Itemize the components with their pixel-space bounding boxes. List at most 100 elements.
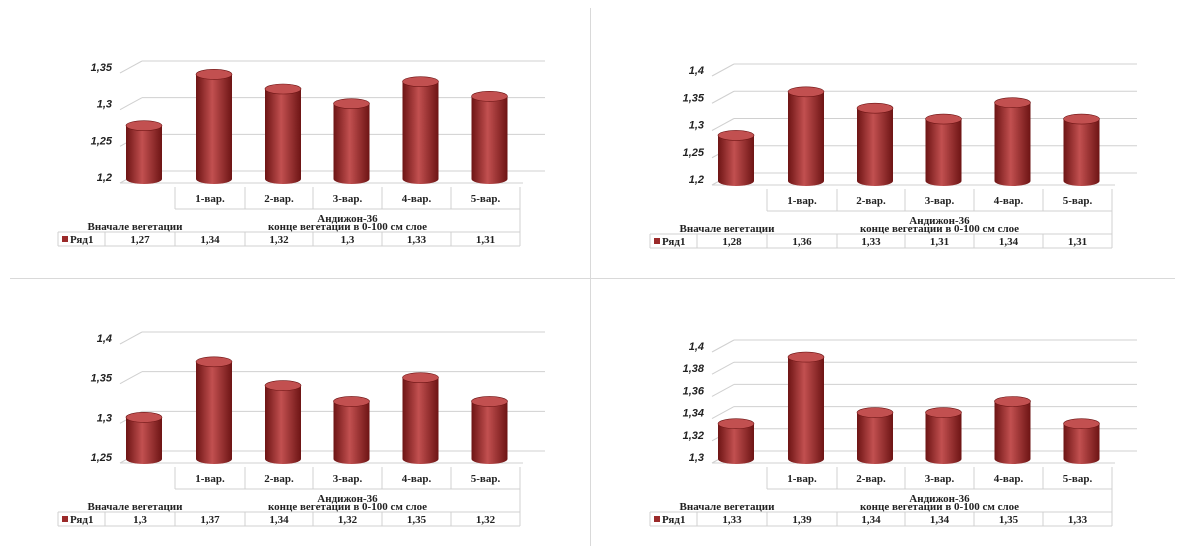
bar	[333, 401, 370, 464]
category-label: 2-вар.	[264, 473, 294, 485]
group-label-right: конце вегетации в 0-100 см слое	[268, 221, 427, 233]
chart-top-left: 1,2 1,25 1,3 1,35 1-вар. 2-вар. 3-вар. 4-вар. 5-…	[0, 0, 590, 278]
category-label: 4-вар.	[402, 473, 432, 485]
category-label: 3-вар.	[925, 473, 955, 485]
data-value-label: 1,31	[476, 234, 495, 246]
vertical-divider	[590, 8, 591, 546]
category-label: 1-вар.	[195, 473, 225, 485]
bar-top	[787, 86, 825, 98]
category-label: 2-вар.	[264, 193, 294, 205]
bar	[994, 401, 1031, 464]
data-value-label: 1,3	[133, 514, 147, 526]
y-tick-label: 1,35	[91, 62, 113, 74]
y-tick-label: 1,25	[91, 135, 113, 147]
data-value-label: 1,27	[130, 234, 150, 246]
bar	[925, 119, 962, 186]
data-value-label: 1,33	[407, 234, 427, 246]
group-label: Андижон-36	[909, 215, 970, 227]
y-tick-label: 1,35	[91, 373, 113, 385]
bar-top	[264, 380, 302, 391]
category-label: 3-вар.	[925, 195, 955, 207]
bar-top	[994, 396, 1031, 407]
y-tick-label: 1,4	[97, 333, 112, 345]
category-label: 5-вар.	[1063, 473, 1093, 485]
y-tick-label: 1,2	[97, 172, 112, 184]
data-value-label: 1,34	[930, 514, 950, 526]
bar	[196, 361, 232, 464]
category-label: 1-вар.	[195, 193, 225, 205]
gridline-side	[711, 90, 735, 104]
group-label-right: конце вегетации в 0-100 см слое	[860, 501, 1019, 513]
y-tick-label: 1,25	[91, 452, 113, 464]
data-value-label: 1,33	[1068, 514, 1088, 526]
data-value-label: 1,32	[476, 514, 496, 526]
chart-svg: 1,2 1,25 1,3 1,35 1-вар. 2-вар. 3-вар. 4-вар. 5-…	[57, 60, 545, 247]
gridline-side	[711, 339, 735, 353]
category-label: 3-вар.	[333, 473, 363, 485]
gridline-side	[711, 361, 735, 375]
chart-bottom-left: 1,25 1,3 1,35 1,4 1-вар. 2-вар. 3-вар. 4-вар. 5-…	[0, 280, 590, 549]
gridline-side	[711, 406, 735, 420]
category-label: 4-вар.	[402, 193, 432, 205]
data-value-label: 1,37	[200, 514, 220, 526]
y-tick-label: 1,3	[97, 99, 112, 111]
chart-top-right: 1,2 1,25 1,3 1,35 1,4 1-вар. 2-вар. 3-вар. 4-вар…	[592, 0, 1181, 278]
gridline-side	[711, 63, 735, 77]
y-tick-label: 1,3	[689, 120, 704, 132]
bar	[788, 357, 824, 464]
gridline-side	[119, 371, 143, 385]
chart-svg: 1,25 1,3 1,35 1,4 1-вар. 2-вар. 3-вар. 4-вар. 5-…	[57, 331, 545, 527]
bar-top	[925, 407, 962, 418]
group-label-left: Вначале вегетации	[680, 501, 776, 513]
y-tick-label: 1,38	[683, 363, 705, 375]
y-tick-label: 1,3	[689, 452, 704, 464]
y-tick-label: 1,35	[683, 92, 705, 104]
y-tick-label: 1,2	[689, 174, 704, 186]
group-label: Андижон-36	[317, 213, 378, 225]
bar	[994, 102, 1031, 186]
data-value-label: 1,31	[1068, 236, 1087, 248]
group-label-right: конце вегетации в 0-100 см слое	[268, 501, 427, 513]
category-label: 2-вар.	[856, 195, 886, 207]
bar-top	[717, 418, 755, 429]
legend-swatch	[62, 236, 68, 242]
legend-label: Ряд1	[662, 514, 685, 526]
data-value-label: 1,33	[722, 514, 742, 526]
bar-top	[402, 76, 439, 87]
data-value-label: 1,35	[999, 514, 1019, 526]
bar-top	[471, 396, 508, 407]
bar-top	[856, 102, 894, 114]
bar	[126, 125, 162, 184]
bar	[402, 81, 439, 184]
bar-top	[402, 372, 439, 383]
bar	[471, 96, 508, 184]
bar-top	[195, 356, 233, 368]
category-label: 4-вар.	[994, 473, 1024, 485]
category-label: 5-вар.	[471, 473, 501, 485]
data-value-label: 1,28	[722, 236, 742, 248]
bar	[265, 385, 301, 464]
y-tick-label: 1,3	[97, 412, 112, 424]
bar	[402, 377, 439, 464]
data-value-label: 1,34	[999, 236, 1019, 248]
group-label-left: Вначале вегетации	[680, 223, 776, 235]
data-value-label: 1,34	[861, 514, 881, 526]
legend-label: Ряд1	[70, 234, 93, 246]
legend-label: Ряд1	[662, 236, 685, 248]
bar-top	[717, 130, 755, 141]
bar	[126, 417, 162, 464]
bar	[788, 91, 824, 186]
category-label: 1-вар.	[787, 473, 817, 485]
data-value-label: 1,33	[861, 236, 881, 248]
category-label: 2-вар.	[856, 473, 886, 485]
category-label: 5-вар.	[471, 193, 501, 205]
bar	[718, 135, 754, 186]
data-value-label: 1,35	[407, 514, 427, 526]
bar	[471, 401, 508, 464]
bar-top	[471, 91, 508, 102]
bar-top	[333, 396, 370, 407]
data-value-label: 1,39	[792, 514, 812, 526]
bar-top	[125, 412, 163, 423]
bar	[718, 423, 754, 464]
bar-top	[787, 351, 825, 363]
